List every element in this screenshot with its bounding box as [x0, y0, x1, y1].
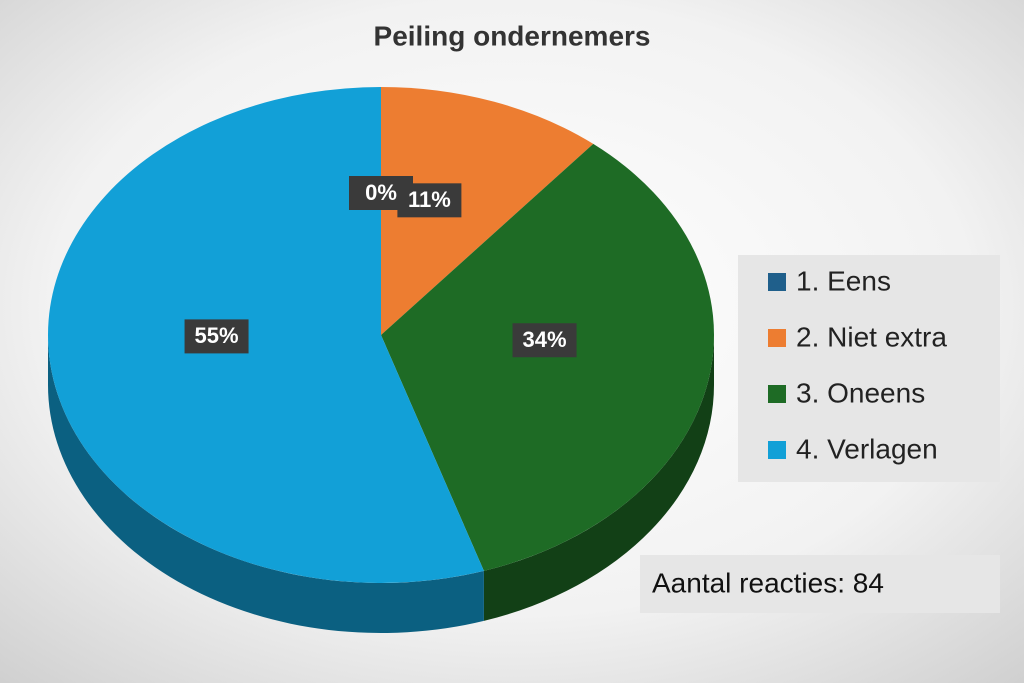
pie-slice [381, 87, 594, 335]
annotation: Aantal reacties: 84 [652, 567, 884, 598]
data-label-group: 34% [512, 323, 577, 358]
data-label: 34% [523, 327, 567, 352]
data-label-group: 11% [397, 183, 462, 218]
legend-label: 1. Eens [796, 265, 891, 296]
legend-swatch [768, 385, 786, 403]
data-label-group: 55% [184, 319, 249, 354]
data-label: 55% [195, 323, 239, 348]
data-label: 0% [365, 180, 397, 205]
data-label-box [512, 323, 577, 358]
data-label-box [184, 319, 249, 354]
data-label-box [397, 183, 462, 218]
legend-label: 4. Verlagen [796, 433, 938, 464]
pie: 0% 11% 34% 55% [47, 87, 714, 633]
pie-side [48, 335, 484, 633]
legend-label: 2. Niet extra [796, 321, 947, 352]
annotation-box [640, 555, 1000, 613]
legend-swatch [768, 273, 786, 291]
data-label: 11% [408, 187, 451, 212]
legend-label: 3. Oneens [796, 377, 925, 408]
pie-slice [381, 143, 714, 571]
legend-swatch [768, 329, 786, 347]
chart-title: Peiling ondernemers [374, 20, 651, 51]
pie-side [483, 335, 714, 621]
legend-swatch [768, 441, 786, 459]
legend: 1. Eens 2. Niet extra 3. Oneens 4. Verlagen [768, 265, 947, 464]
pie-slice [47, 87, 484, 584]
